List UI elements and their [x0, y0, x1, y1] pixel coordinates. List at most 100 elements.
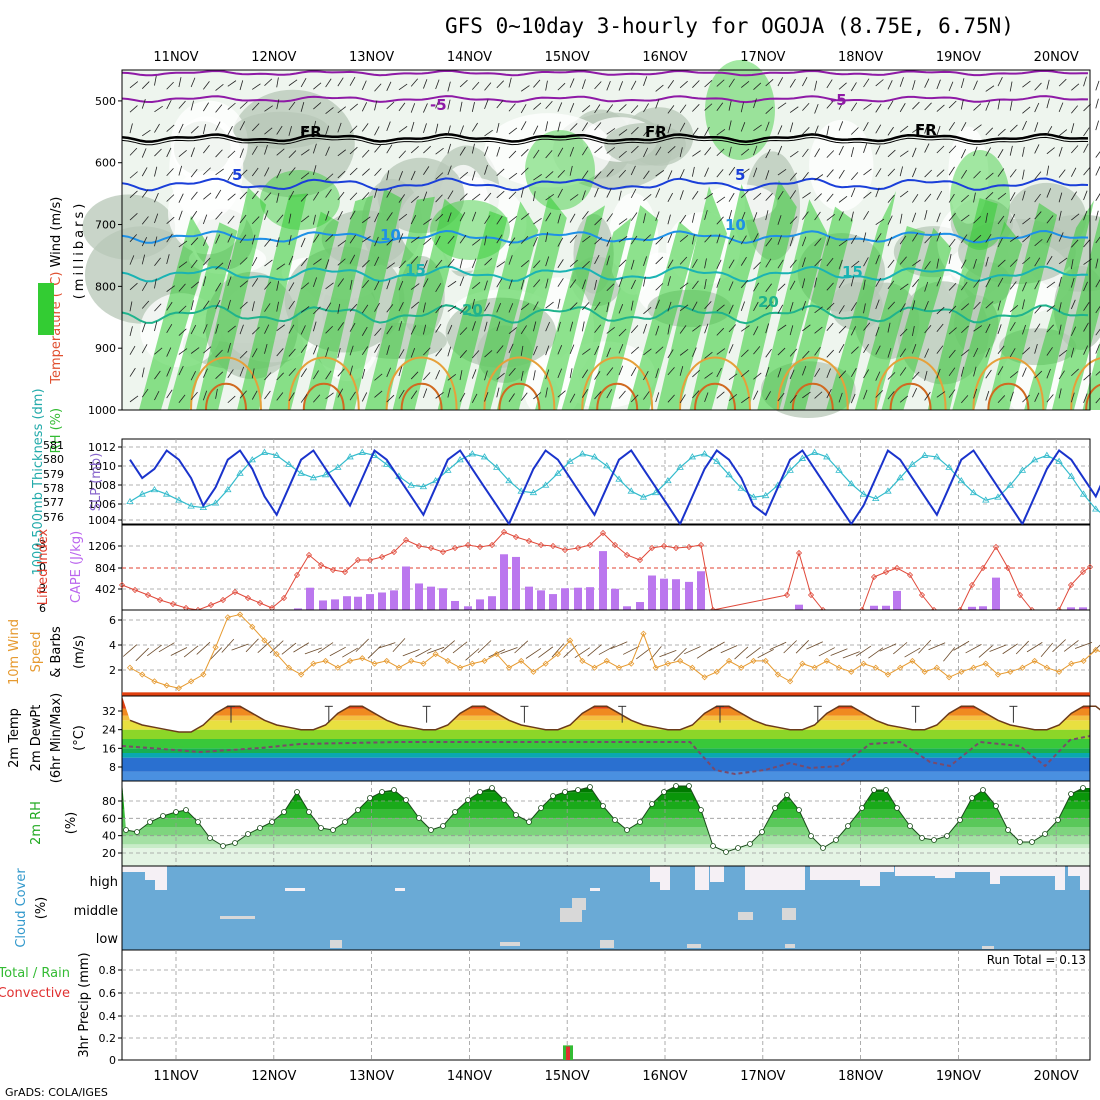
wind-barb [178, 305, 187, 314]
wind-barb [252, 83, 261, 90]
wind-barb [459, 350, 467, 359]
wind-barb [471, 369, 477, 379]
wind-barb [129, 213, 138, 221]
wind-barb [276, 168, 282, 179]
wind-barb [1095, 258, 1099, 269]
wind-barb [154, 257, 161, 266]
wind-barb [313, 306, 321, 315]
thickness-point [859, 490, 868, 497]
wind-barb [141, 300, 150, 309]
thickness-point [896, 474, 904, 481]
wind-speed-point [139, 671, 146, 678]
wind-barb [997, 277, 1004, 287]
wind-barb-10m [209, 647, 223, 661]
wind-barb [508, 103, 516, 112]
wind-barb [740, 122, 746, 132]
wind-barb [606, 389, 613, 399]
wind-barb [374, 187, 378, 198]
wind-barb [264, 372, 272, 381]
wind-speed-point [725, 657, 733, 664]
wind-barb [826, 349, 835, 358]
li-point [599, 529, 607, 537]
rh-point [342, 819, 348, 825]
wind-barb-10m [830, 648, 848, 656]
wind-barb [985, 172, 994, 180]
wind-barb [251, 348, 258, 358]
wind-barb [606, 104, 614, 113]
wind-barb [545, 301, 554, 309]
y-tick-label: 20 [102, 847, 116, 860]
wind-barb [1034, 343, 1038, 354]
wind-barb [924, 261, 931, 270]
wind-barb [239, 101, 248, 109]
wind-barb [630, 346, 640, 354]
wind-barb [1058, 388, 1062, 399]
li-point [512, 533, 520, 541]
wind-barb [618, 104, 627, 112]
wind-barb [1046, 188, 1052, 198]
rh-band [122, 835, 1090, 845]
wind-barb [484, 235, 487, 246]
wind-barb [508, 216, 518, 223]
wind-barb [337, 106, 346, 114]
wind-barb [581, 79, 586, 90]
wind-speed-point [787, 678, 794, 685]
rh-point [980, 787, 986, 793]
cape-bar [464, 606, 472, 610]
wind-barb [227, 80, 237, 87]
y-tick-label: 16 [102, 742, 116, 755]
wind-barb-10m [587, 644, 602, 657]
wind-barb [594, 146, 603, 154]
li-point [366, 556, 374, 564]
wind-barb [154, 236, 158, 247]
wind-barb [936, 104, 945, 112]
wind-barb [496, 168, 505, 176]
wind-barb [581, 279, 586, 290]
wind-barb [814, 238, 822, 247]
wind-barb [520, 213, 530, 220]
isotherm-25 [287, 356, 360, 411]
wind-barb [850, 368, 857, 378]
wind-speed-point [811, 664, 818, 671]
thickness-point [126, 497, 134, 505]
wind-barb [826, 282, 834, 291]
y-tick-label: 600 [95, 157, 116, 170]
wind-barb [361, 102, 368, 112]
wind-barb [985, 347, 990, 358]
rh-blob-high [525, 130, 595, 210]
wind-barb [838, 121, 844, 131]
wind-barb [484, 370, 488, 381]
wind-barb [716, 169, 724, 178]
wind-barb [630, 259, 635, 270]
cloud-gap [990, 866, 1000, 884]
wind-barb [569, 321, 574, 332]
wind-barb [410, 103, 416, 113]
wind-barb [1009, 100, 1013, 111]
wind-barb [215, 299, 221, 310]
wind-barb [154, 321, 158, 332]
isotherm-30 [1085, 384, 1100, 411]
isotherm-20 [121, 304, 1089, 325]
wind-barb [1083, 103, 1091, 112]
wind-barb [789, 280, 796, 290]
wind-barb [667, 367, 675, 376]
rh-point [710, 843, 716, 849]
wind-barb [215, 234, 221, 244]
wind-barb [545, 171, 554, 179]
wind-barb [1071, 105, 1079, 114]
wind-barb [814, 125, 819, 136]
wind-barb-10m [734, 646, 749, 660]
wind-barb [398, 194, 406, 203]
li-point [256, 599, 264, 607]
wind-barb [802, 324, 811, 332]
wind-barb [643, 348, 652, 356]
isotherm-30 [400, 382, 443, 411]
wind-speed-point [346, 657, 354, 664]
wind-barb [973, 258, 977, 269]
wind-barb [1046, 368, 1051, 379]
wind-barb [300, 237, 306, 248]
cloud-gap [955, 866, 990, 872]
wind-barb [178, 328, 187, 336]
